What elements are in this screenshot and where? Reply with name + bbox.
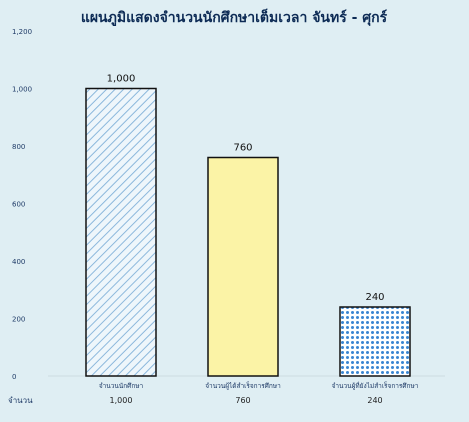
data-table-cell: 1,000 [110,396,133,405]
x-category-label: จำนวนนักศึกษา [99,382,144,390]
x-category-label: จำนวนผู้ได้สำเร็จการศึกษา [205,381,281,390]
bar-value-label: 760 [233,143,252,154]
y-tick-label: 200 [12,316,25,324]
chart-title: แผนภูมิแสดงจำนวนนักศึกษาเต็มเวลา จันทร์ … [81,8,388,26]
bar-value-label: 240 [365,292,384,303]
value-labels-group: 1,000 760 240 [107,74,385,304]
x-category-label: จำนวนผู้ที่ยังไม่สำเร็จการศึกษา [332,381,419,390]
y-tick-label: 1,000 [12,86,32,94]
y-tick-label: 0 [12,373,16,381]
y-tick-label: 1,200 [12,28,32,36]
y-tick-label: 600 [12,201,25,209]
bar [339,306,411,377]
data-table-cell: 760 [235,396,250,405]
bar [207,156,279,377]
data-table-cell: 240 [367,396,382,405]
x-category-labels-group: จำนวนนักศึกษา จำนวนผู้ได้สำเร็จการศึกษา จำ… [99,381,419,390]
bars-group [85,87,411,377]
bar-value-label: 1,000 [107,74,136,85]
y-tick-label: 800 [12,143,25,151]
bar [85,87,157,377]
y-tick-label: 400 [12,258,25,266]
data-table-row: จำนวน 1,000 760 240 [8,396,383,405]
data-table-row-label: จำนวน [8,396,33,405]
